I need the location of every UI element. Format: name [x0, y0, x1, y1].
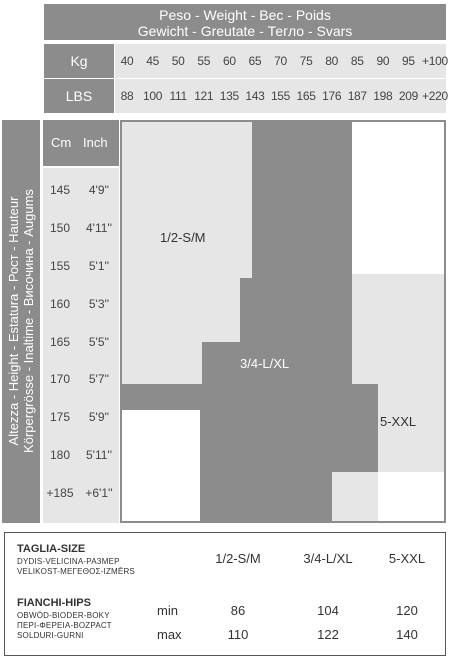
height-row: 180 5'11'': [43, 445, 119, 465]
lbs-label: LBS: [44, 79, 114, 113]
zone-white-bottomleft: [122, 410, 150, 521]
kg-value: 55: [197, 54, 211, 68]
lbs-row: 88 100 111 121 135 143 155 165 176 187 198 209 +220: [115, 79, 448, 113]
kg-value: +100: [422, 54, 448, 68]
lbs-value: 209: [398, 89, 418, 103]
height-cm: 150: [49, 220, 71, 235]
taglia-title: TAGLIA-SIZE: [17, 543, 86, 555]
zone-label-large: 3/4-L/XL: [240, 356, 290, 371]
kg-value: 45: [146, 54, 159, 68]
hips-sub2: ΠΕΡΙ-ΦΕΡΕΙΑ-ΒΟΖΡΑСТ: [17, 621, 112, 630]
height-inch: 4'11'': [85, 220, 112, 235]
taglia-sub1: DYDIS-VELICINA-РАЗМЕР: [17, 557, 120, 566]
kg-value: 50: [171, 54, 185, 68]
height-axis-title: Altezza - Height - Estatura - Рост - Hau…: [6, 121, 36, 521]
height-inch: 5'5'': [88, 334, 110, 349]
height-inch: 5'3'': [88, 296, 110, 311]
lbs-value: 187: [347, 89, 367, 103]
kg-value: 95: [402, 54, 415, 68]
hips-sub1: OBWÓD-BIODER-BOKY: [17, 611, 110, 620]
height-cm: 145: [49, 183, 71, 197]
height-cm: 170: [49, 372, 71, 387]
height-inch: 4'9'': [88, 183, 110, 197]
height-row: 145 4'9'': [43, 180, 119, 200]
kg-value: 70: [274, 54, 287, 68]
cm-label: Cm: [51, 135, 72, 150]
kg-value: 40: [120, 54, 134, 68]
lbs-value: 111: [169, 89, 187, 103]
height-cm: 165: [49, 334, 71, 349]
lbs-value: 143: [245, 89, 265, 103]
height-column: 145 4'9'' 150 4'11'' 155 5'1'' 160 5'3'' 165 5'5'…: [43, 168, 119, 523]
height-inch: 5'11'': [85, 448, 112, 463]
lbs-value: +220: [422, 89, 448, 103]
min-label: min: [157, 603, 178, 618]
height-units-header: Cm Inch: [43, 120, 119, 166]
height-cm: 160: [49, 296, 71, 311]
weight-title-line1: Peso - Weight - Bec - Poids: [159, 7, 331, 23]
height-row: 165 5'5'': [43, 332, 119, 352]
height-cm: 175: [49, 410, 71, 425]
height-inch: 5'1'': [88, 258, 110, 273]
hips-min-3: 120: [396, 603, 418, 618]
zone-label-xxl: 5-XXL: [380, 414, 417, 429]
height-inch: 5'9'': [88, 410, 110, 425]
size-col-3: 5-XXL: [388, 551, 426, 566]
zone-light-left: [122, 122, 150, 410]
lbs-value: 88: [120, 89, 134, 103]
size-zones: [122, 122, 444, 521]
height-cm: 180: [49, 448, 71, 463]
size-table: TAGLIA-SIZE DYDIS-VELICINA-РАЗМЕР VELIKO…: [4, 532, 446, 656]
zone-dark: [122, 122, 378, 521]
hips-max-1: 110: [227, 627, 249, 642]
inch-label: Inch: [83, 135, 108, 150]
height-cm: +185: [46, 486, 74, 501]
height-title-line2: Körpergrösse - Inaltime - Височина - Aug…: [21, 189, 36, 453]
hips-max-3: 140: [396, 627, 418, 642]
height-inch: 5'7'': [88, 372, 110, 387]
height-row: 150 4'11'': [43, 218, 119, 238]
weight-title-line2: Gewicht - Greutate - Тегло - Svars: [137, 23, 353, 39]
height-axis-band: Altezza - Height - Estatura - Рост - Hau…: [2, 120, 40, 523]
hips-min-2: 104: [317, 603, 339, 618]
lbs-value: 198: [373, 89, 393, 103]
height-row: 155 5'1'': [43, 256, 119, 276]
height-cm: 155: [49, 258, 71, 273]
height-row: 175 5'9'': [43, 407, 119, 427]
kg-value: 75: [299, 54, 313, 68]
lbs-value: 176: [322, 89, 342, 103]
kg-value: 65: [248, 54, 262, 68]
kg-value: 80: [325, 54, 339, 68]
kg-row: 40 45 50 55 60 65 70 75 80 85 90 95 +100: [115, 44, 448, 78]
lbs-value: 165: [296, 89, 316, 103]
size-col-1: 1/2-S/M: [215, 551, 261, 566]
zone-label-small: 1/2-S/M: [160, 230, 206, 245]
zone-light-right: [378, 262, 444, 274]
max-label: max: [157, 627, 182, 642]
kg-label: Kg: [44, 44, 114, 78]
zone-white-topright: [352, 122, 444, 262]
weight-header: Peso - Weight - Bec - Poids Gewicht - Gr…: [44, 4, 446, 40]
lbs-value: 100: [143, 89, 163, 103]
kg-value: 60: [222, 54, 236, 68]
height-title-line1: Altezza - Height - Estatura - Рост - Hau…: [6, 196, 21, 446]
kg-value: 90: [376, 54, 390, 68]
hips-title: FIANCHI-HIPS: [17, 597, 91, 609]
size-chart: 1/2-S/M 3/4-L/XL 5-XXL: [120, 120, 446, 523]
height-row: 160 5'3'': [43, 294, 119, 314]
taglia-sub2: VELIKOST-ΜΕΓΕΘΟΣ-IZMĒRS: [17, 567, 135, 576]
size-col-2: 3/4-L/XL: [303, 551, 353, 566]
kg-value: 85: [350, 54, 364, 68]
hips-max-2: 122: [317, 627, 339, 642]
zone-white-bottomright: [378, 472, 444, 521]
lbs-value: 135: [219, 89, 239, 103]
lbs-value: 121: [194, 89, 214, 103]
height-row: +185 +6'1'': [43, 483, 119, 503]
height-inch: +6'1'': [85, 486, 113, 501]
hips-min-1: 86: [230, 603, 246, 618]
hips-sub3: SOLDURI-GURNI: [17, 631, 84, 640]
height-row: 170 5'7'': [43, 369, 119, 389]
lbs-value: 155: [270, 89, 291, 103]
